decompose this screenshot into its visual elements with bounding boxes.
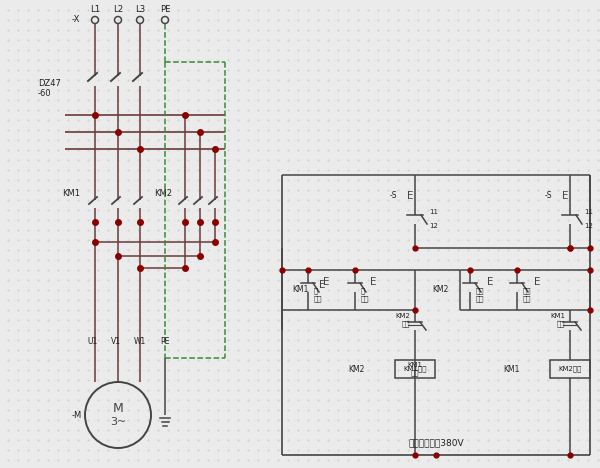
Text: E: E xyxy=(370,277,376,287)
Text: KM2: KM2 xyxy=(432,285,448,294)
Text: PE: PE xyxy=(160,6,170,15)
Text: 11: 11 xyxy=(429,209,438,215)
Text: L3: L3 xyxy=(135,6,145,15)
Text: V1: V1 xyxy=(111,337,121,346)
Bar xyxy=(550,360,590,378)
Text: E: E xyxy=(319,280,325,290)
Text: KM1: KM1 xyxy=(62,190,80,198)
Text: KM1: KM1 xyxy=(292,285,308,294)
Text: -S: -S xyxy=(389,191,397,200)
Text: KM1
正转: KM1 正转 xyxy=(407,362,422,376)
Text: 12: 12 xyxy=(584,223,593,229)
Text: E: E xyxy=(534,277,540,287)
Text: DZ47: DZ47 xyxy=(38,79,61,88)
Text: E: E xyxy=(562,191,568,201)
Text: KM2: KM2 xyxy=(154,190,172,198)
Text: PE: PE xyxy=(160,337,170,346)
Text: 被控器接线图380V: 被控器接线图380V xyxy=(408,439,464,447)
Text: 12: 12 xyxy=(429,223,438,229)
Text: E: E xyxy=(323,277,329,287)
Text: 乙
正轉: 乙 正轉 xyxy=(314,288,323,302)
Text: U1: U1 xyxy=(88,337,98,346)
Text: E: E xyxy=(487,277,493,287)
Text: -S: -S xyxy=(545,191,552,200)
Text: W1: W1 xyxy=(134,337,146,346)
Text: E: E xyxy=(407,191,413,201)
Text: 11: 11 xyxy=(584,209,593,215)
Text: KM1: KM1 xyxy=(503,365,520,373)
Text: KM1正轉: KM1正轉 xyxy=(403,366,427,373)
Text: -M: -M xyxy=(72,410,82,419)
Text: KM2: KM2 xyxy=(349,365,365,373)
Text: 甲他
反轉: 甲他 反轉 xyxy=(523,288,532,302)
Text: KM2
反轉: KM2 反轉 xyxy=(395,313,410,327)
Text: L1: L1 xyxy=(90,6,100,15)
Text: 甲
正轉: 甲 正轉 xyxy=(361,288,370,302)
Text: -60: -60 xyxy=(38,88,52,97)
Text: L2: L2 xyxy=(113,6,123,15)
Text: -X: -X xyxy=(71,15,80,24)
Text: 乙油
反轉: 乙油 反轉 xyxy=(476,288,485,302)
Bar xyxy=(395,360,435,378)
Text: M: M xyxy=(113,402,124,415)
Text: 3~: 3~ xyxy=(110,417,126,427)
Text: KM1
反轉: KM1 反轉 xyxy=(550,313,565,327)
Text: KM2反轉: KM2反轉 xyxy=(559,366,581,373)
